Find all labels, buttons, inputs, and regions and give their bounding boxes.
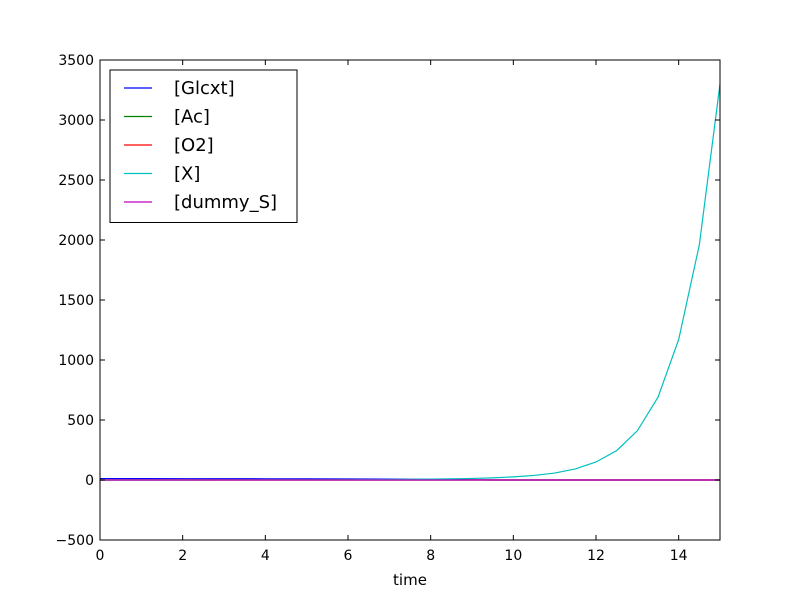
legend-label: [dummy_S]: [174, 192, 277, 213]
y-tick-label: −500: [56, 533, 94, 549]
x-tick-label: 8: [426, 548, 435, 564]
legend-label: [X]: [174, 164, 200, 185]
x-tick-label: 0: [96, 548, 105, 564]
legend-label: [Glcxt]: [174, 78, 235, 99]
y-tick-label: 2000: [58, 233, 94, 249]
y-tick-label: 1500: [58, 293, 94, 309]
x-tick-label: 12: [587, 548, 605, 564]
x-tick-label: 10: [504, 548, 522, 564]
x-tick-label: 4: [261, 548, 270, 564]
y-tick-label: 500: [67, 413, 94, 429]
y-tick-label: 3500: [58, 53, 94, 69]
y-tick-label: 1000: [58, 353, 94, 369]
y-tick-label: 0: [85, 473, 94, 489]
x-tick-label: 2: [178, 548, 187, 564]
series-layer: [100, 83, 720, 481]
legend-label: [O2]: [174, 135, 214, 156]
ticks-layer: 0 2 4 6 8 10 12 14−5000500100015002000250030003…: [56, 53, 720, 564]
x-tick-label: 6: [344, 548, 353, 564]
x-tick-label: 14: [670, 548, 688, 564]
legend-label: [Ac]: [174, 107, 210, 128]
y-tick-label: 3000: [58, 113, 94, 129]
legend-box: [109, 69, 298, 223]
x-axis-label: time: [393, 571, 427, 589]
legend: [Glcxt] [Ac] [O2] [X] [dummy_S]: [109, 69, 298, 223]
y-tick-label: 2500: [58, 173, 94, 189]
